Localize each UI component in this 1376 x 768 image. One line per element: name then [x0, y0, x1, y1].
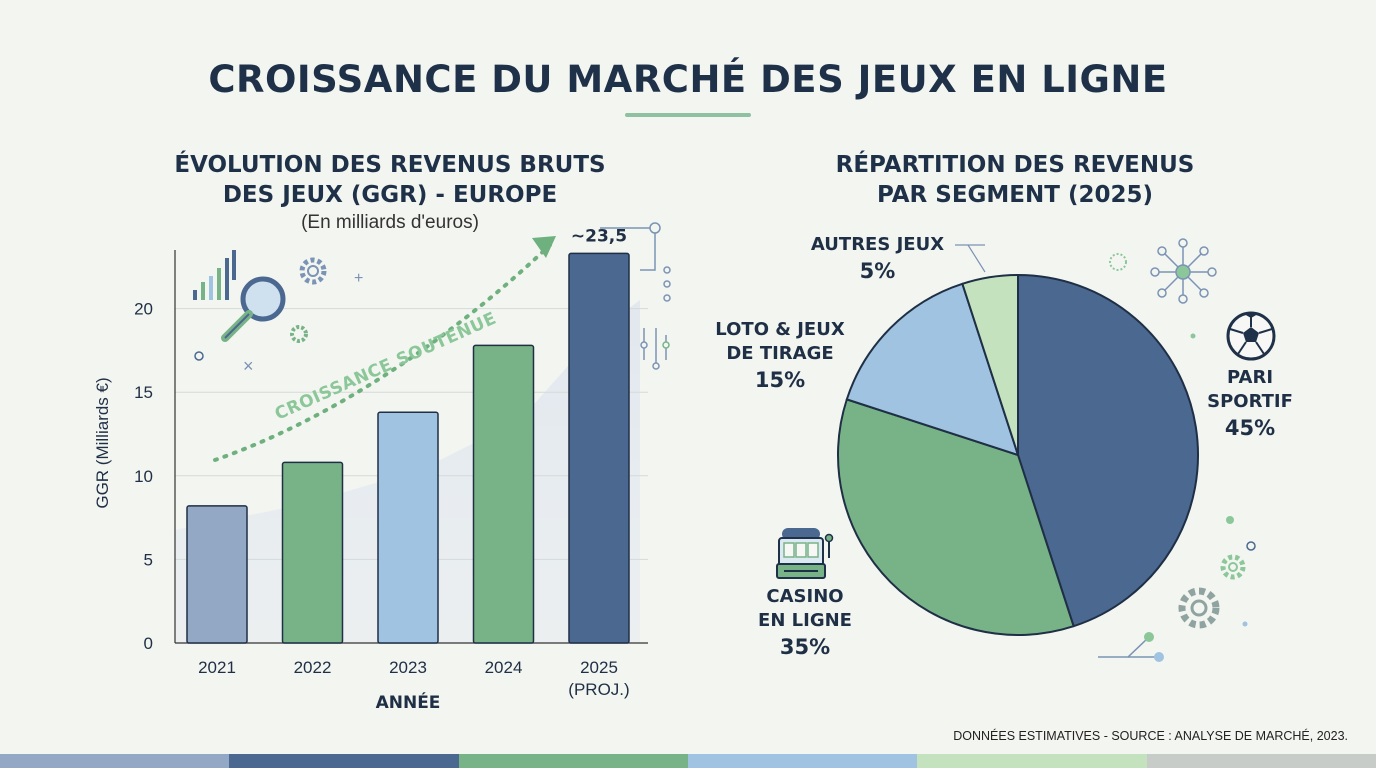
- slider-controls-icon: [640, 328, 670, 370]
- bar-chart-title-line1: ÉVOLUTION DES REVENUS BRUTS: [174, 152, 606, 178]
- bar-2024: [472, 344, 535, 644]
- pie-label-lotto-name2: DE TIRAGE: [726, 343, 834, 364]
- y-tick-label: 5: [144, 550, 153, 569]
- bar-value-label: ~23,5: [571, 226, 627, 246]
- x-tick-sublabel: (PROJ.): [568, 680, 629, 699]
- pie-chart-title: RÉPARTITION DES REVENUS PAR SEGMENT (202…: [760, 150, 1270, 210]
- stripe-segment: [688, 754, 919, 768]
- soccer-ball-icon: [1226, 311, 1276, 361]
- x-tick-label: 2024: [485, 658, 523, 677]
- y-tick-label: 0: [144, 634, 153, 653]
- pie-label-sports-value: 45%: [1224, 416, 1276, 440]
- pie-label-lotto-name1: LOTO & JEUX: [715, 319, 845, 340]
- x-tick-label: 2023: [389, 658, 427, 677]
- pie-chart-title-line1: RÉPARTITION DES REVENUS: [835, 152, 1195, 178]
- main-title: CROISSANCE DU MARCHÉ DES JEUX EN LIGNE: [208, 58, 1168, 101]
- trend-arrowhead-icon: [532, 236, 556, 258]
- pie-chart-title-line2: PAR SEGMENT (2025): [877, 182, 1153, 208]
- gear-icon: [1220, 554, 1246, 580]
- dot-icon: [194, 351, 204, 361]
- stripe-segment: [917, 754, 1148, 768]
- title-underline: [625, 113, 751, 117]
- dot-icon: [1242, 621, 1248, 627]
- bar-2021: [186, 505, 248, 644]
- pie-label-lotto: LOTO & JEUX DE TIRAGE 15%: [695, 318, 865, 394]
- mini-bar-chart-icon: [193, 250, 236, 300]
- bar-chart-title-line2: DES JEUX (GGR) - EUROPE: [222, 182, 558, 208]
- bar-chart: 0 5 10 15 20 2021 2022 2023 2024 2025 (PROJ.) ~23,…: [93, 222, 671, 713]
- dotted-circle-icon: [1109, 253, 1127, 271]
- source-footnote: DONNÉES ESTIMATIVES - SOURCE : ANALYSE D…: [953, 729, 1348, 743]
- dot-icon: [1226, 516, 1234, 524]
- pie-label-sports: PARI SPORTIF 45%: [1185, 366, 1315, 442]
- stripe-segment: [0, 754, 231, 768]
- bar-chart-title: ÉVOLUTION DES REVENUS BRUTS DES JEUX (GG…: [130, 150, 650, 210]
- bar-chart-subtitle: (En milliards d'euros): [301, 212, 479, 233]
- pie-slice-2: [845, 282, 1019, 456]
- connector-line-icon: [1098, 632, 1164, 662]
- pie-label-other: AUTRES JEUX 5%: [795, 233, 960, 285]
- stripe-segment: [1146, 754, 1376, 768]
- network-icon: [1150, 238, 1217, 304]
- pie-label-other-name1: AUTRES JEUX: [810, 234, 945, 255]
- dot-icon: [1246, 541, 1256, 551]
- bar-2022: [281, 461, 344, 644]
- pie-label-other-value: 5%: [859, 259, 896, 283]
- pie-label-sports-name2: SPORTIF: [1207, 391, 1293, 412]
- stripe-segment: [458, 754, 689, 768]
- y-tick-label: 10: [134, 467, 153, 486]
- gear-icon: [299, 257, 327, 285]
- pie-label-sports-name1: PARI: [1226, 367, 1274, 388]
- pie-label-casino-name1: CASINO: [766, 586, 844, 607]
- pie-label-casino-name2: EN LIGNE: [758, 610, 852, 631]
- large-gear-icon: [1178, 587, 1220, 629]
- trend-arrow: [213, 243, 552, 462]
- y-axis-label: GGR (Milliards €): [93, 377, 112, 508]
- x-tick-label: 2021: [198, 658, 236, 677]
- bar-2023: [377, 411, 439, 644]
- x-axis-label: ANNÉE: [376, 691, 441, 713]
- pie-label-lotto-value: 15%: [754, 368, 806, 392]
- other-leader-line-2: [967, 244, 986, 273]
- trend-annotation: CROISSANCE SOUTENUE: [272, 309, 500, 425]
- bar-2025: [568, 252, 630, 644]
- pie-label-casino-value: 35%: [779, 635, 831, 659]
- pie-slice-3: [961, 274, 1019, 456]
- y-tick-label: 20: [134, 300, 153, 319]
- pie-label-casino: CASINO EN LIGNE 35%: [740, 585, 870, 661]
- small-gear-icon: [290, 325, 308, 343]
- pie-slice-0: [1017, 274, 1199, 628]
- x-tick-label: 2025: [580, 658, 618, 677]
- y-tick-label: 15: [134, 383, 153, 402]
- sparkle-icon: ×: [243, 356, 254, 376]
- magnifier-icon: [221, 276, 286, 342]
- plus-icon: +: [354, 270, 363, 287]
- slot-machine-icon: [776, 528, 834, 579]
- dot-icon: [1190, 333, 1196, 339]
- x-tick-label: 2022: [294, 658, 332, 677]
- stripe-segment: [229, 754, 460, 768]
- pie-slice-1: [837, 398, 1075, 636]
- node-connector-icon: [600, 222, 671, 302]
